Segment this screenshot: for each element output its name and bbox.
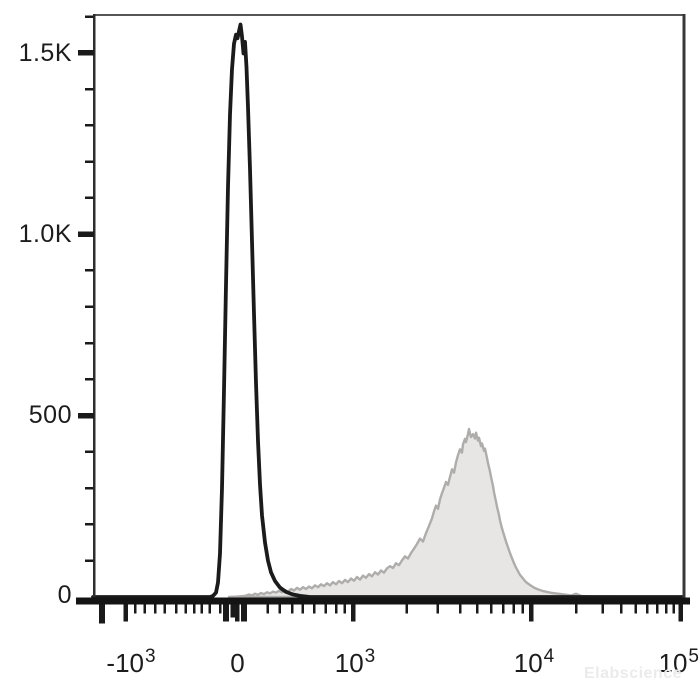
x-tick-label-1e5: 105 [658,646,700,679]
tick-mark [78,231,94,237]
tick-mark [93,14,96,597]
tick-mark [436,604,440,614]
black-outline-histogram [91,22,685,599]
tick-mark [343,604,347,614]
tick-mark [174,604,178,614]
tick-mark [574,604,578,614]
tick-mark [240,604,247,622]
x-tick-label-1e4: 104 [513,646,555,679]
tick-mark [405,604,408,614]
tick-mark [85,15,94,18]
tick-mark [664,604,668,614]
x-tick-base: 10 [658,648,688,678]
x-tick-exponent: 3 [364,646,376,668]
tick-mark [476,604,479,614]
tick-mark [324,604,328,614]
tick-mark [230,604,236,618]
tick-mark [85,269,94,272]
tick-mark [85,196,94,200]
tick-mark [93,14,685,16]
tick-mark [85,486,94,490]
tick-mark [290,604,294,614]
tick-mark [521,604,525,614]
tick-mark [78,50,94,56]
tick-mark [218,604,222,614]
tick-mark [85,160,94,163]
tick-mark [85,559,94,562]
tick-mark [266,604,270,614]
tick-mark [222,604,229,622]
y-tick-label-500: 500 [28,401,72,429]
tick-mark [123,604,129,622]
tick-mark [85,341,94,345]
tick-mark [78,412,94,419]
x-tick-base: 10 [513,648,543,678]
tick-mark [502,604,505,614]
tick-mark [672,604,675,614]
x-tick-label-0: 0 [230,648,245,679]
tick-mark [208,604,212,614]
tick-mark [682,14,686,601]
tick-mark [184,604,188,614]
x-tick-base: -10 [106,648,144,678]
tick-mark [512,604,515,614]
tick-mark [634,604,637,614]
tick-mark [85,124,94,127]
tick-mark [153,604,157,614]
tick-mark [85,378,94,381]
x-tick-label-neg-1e3: -103 [106,646,156,679]
tick-mark [143,604,147,614]
tick-mark [99,604,106,624]
x-tick-exponent: 3 [145,646,156,668]
tick-mark [234,604,240,622]
tick-mark [312,604,316,614]
tick-mark [678,604,684,622]
tick-mark [656,604,659,614]
tick-mark [85,450,94,454]
x-tick-base: 10 [334,648,364,678]
tick-mark [85,523,94,526]
x-tick-exponent: 5 [688,646,699,668]
tick-mark [490,604,493,614]
tick-mark [85,305,94,309]
tick-mark [200,604,204,614]
y-tick-label-1000: 1.0K [18,220,72,248]
tick-mark [192,604,196,614]
y-tick-label-1500: 1.5K [18,39,72,67]
tick-mark [601,604,604,614]
tick-mark [301,604,305,614]
y-tick-label-0: 0 [57,581,72,609]
tick-mark [278,604,282,614]
tick-mark [620,604,623,614]
tick-mark [528,604,534,622]
tick-mark [76,597,690,605]
tick-mark [334,604,338,614]
tick-mark [163,604,167,614]
x-tick-label-1e3: 103 [334,646,376,679]
tick-mark [646,604,649,614]
watermark: Elabscience [584,665,682,682]
tick-mark [133,604,137,614]
tick-mark [350,604,356,622]
gray-filled-histogram [227,427,623,599]
tick-mark [458,604,462,614]
tick-mark [85,87,94,91]
x-tick-exponent: 4 [543,646,555,668]
x-tick-base: 0 [230,648,245,678]
